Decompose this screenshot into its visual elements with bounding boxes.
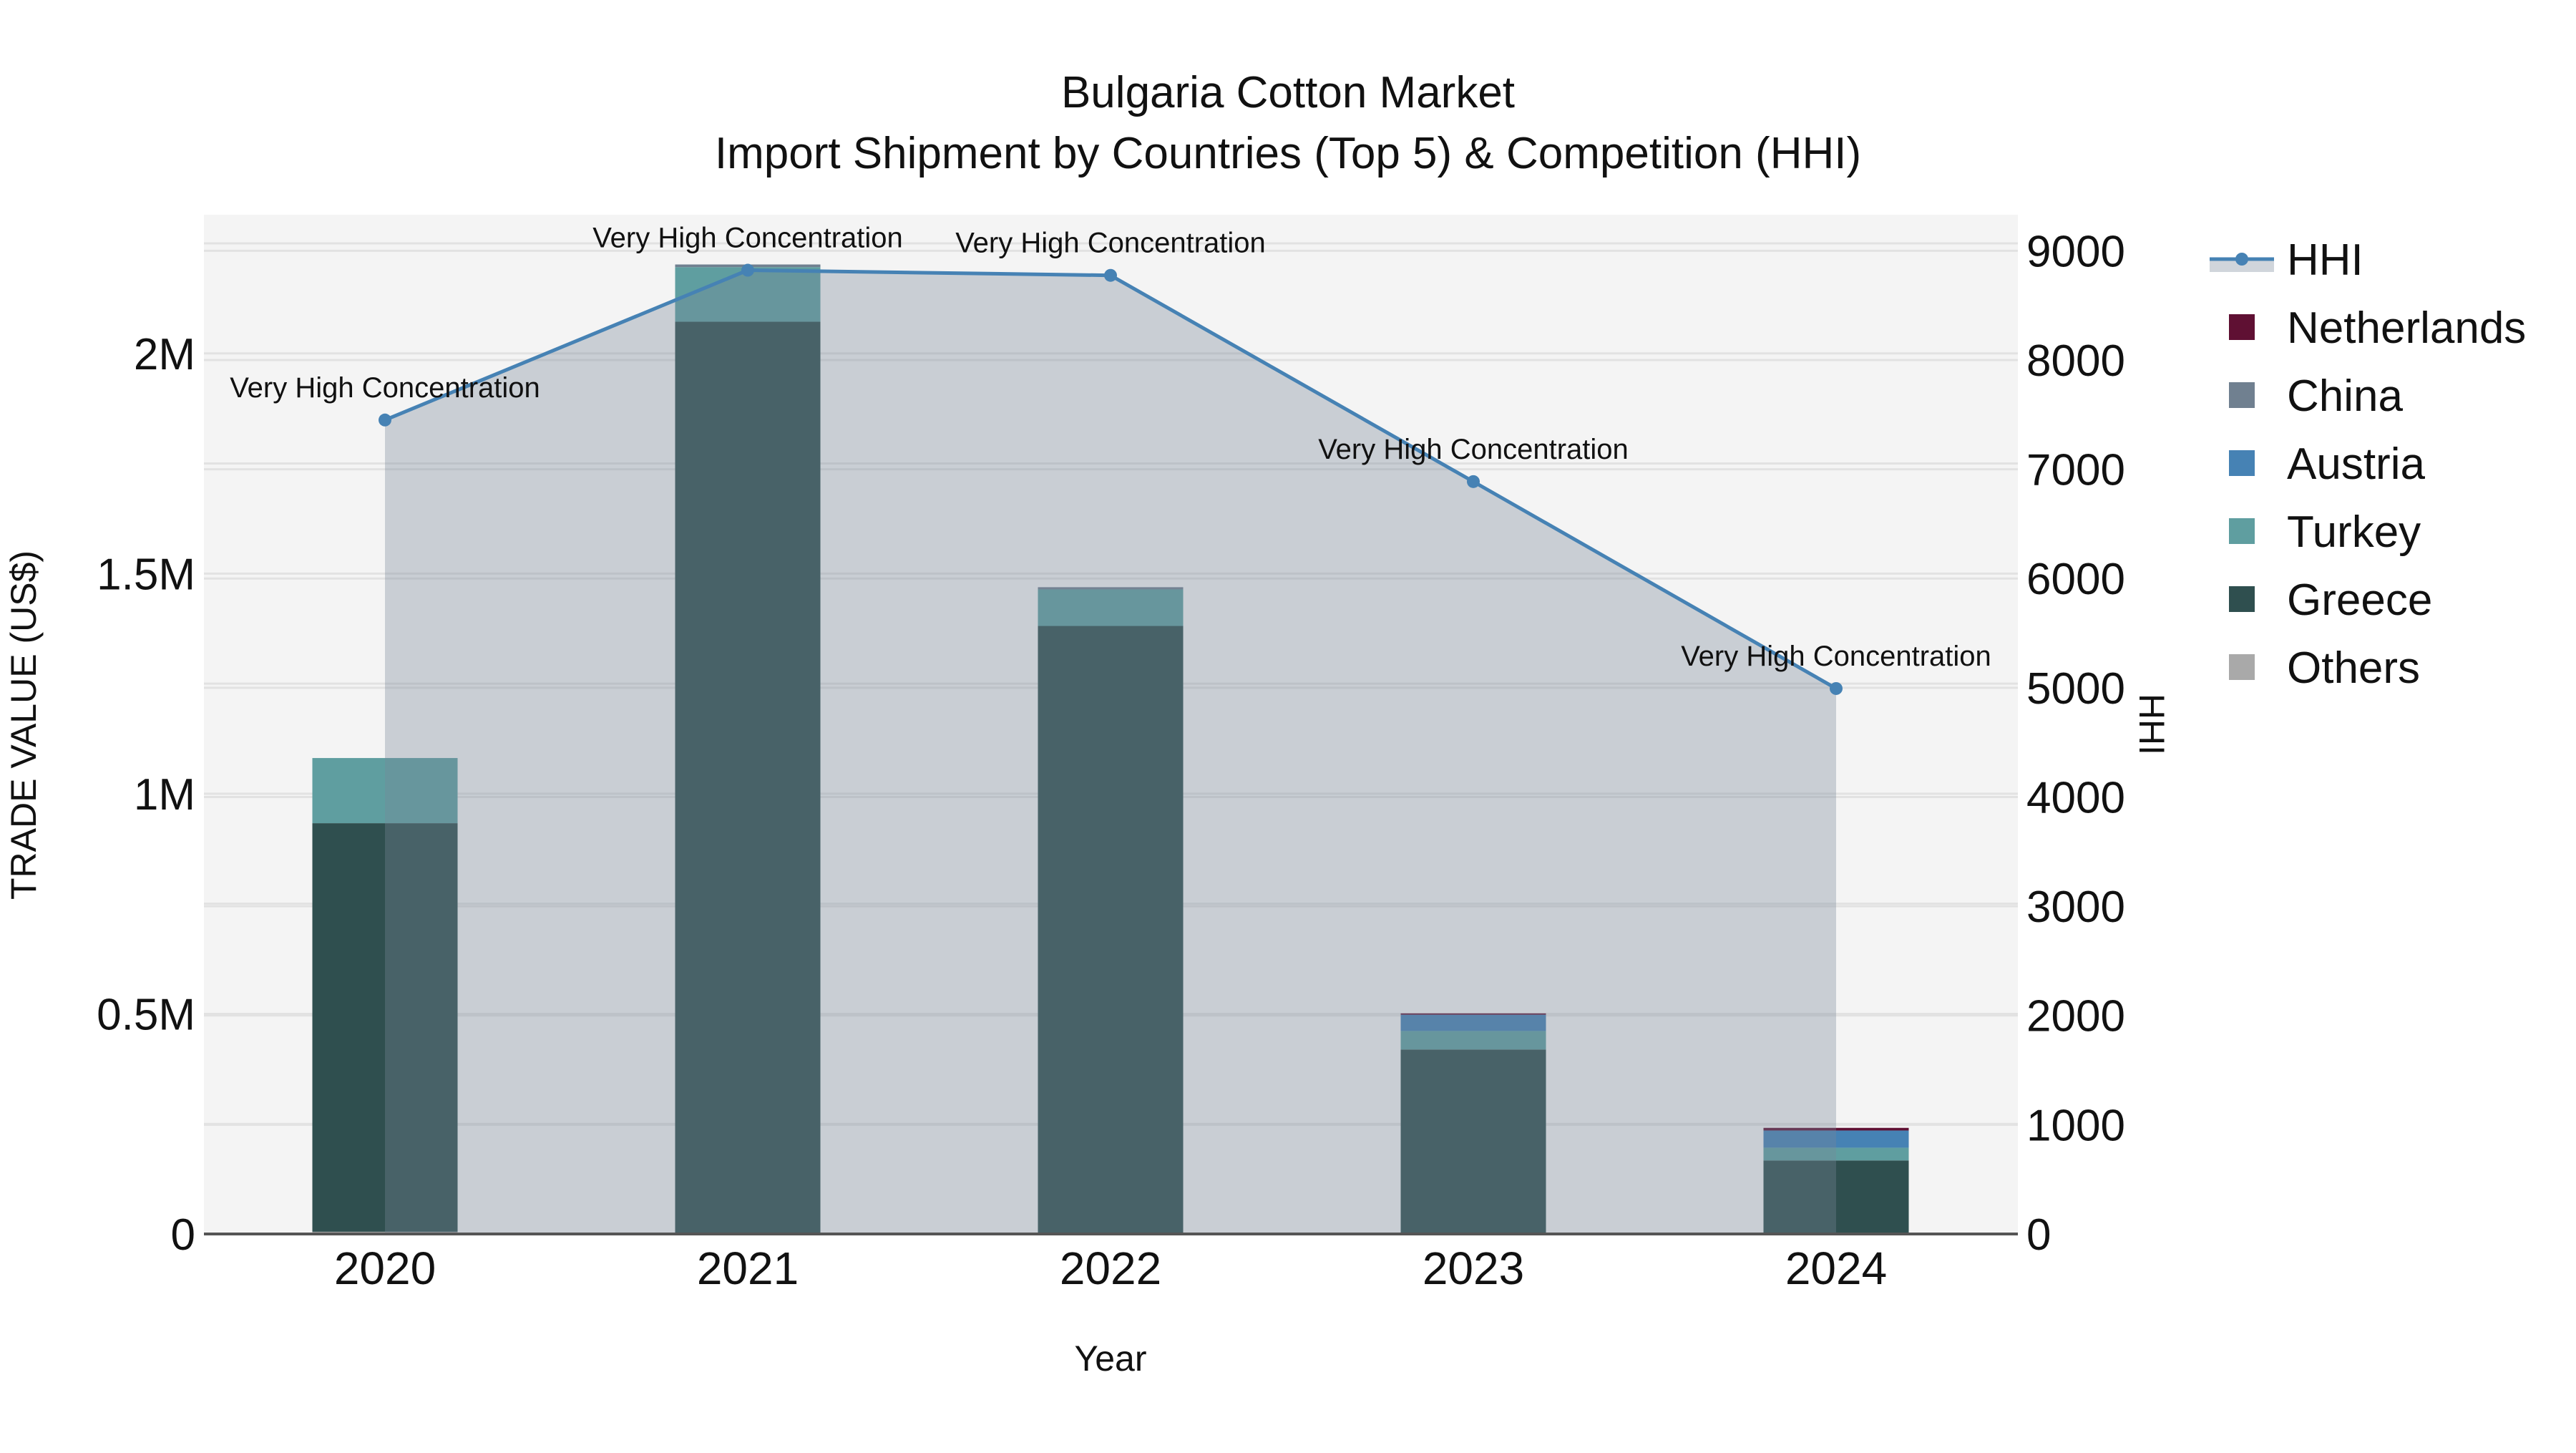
bar-stack-2021	[675, 264, 821, 1234]
legend-label: Austria	[2287, 439, 2425, 489]
bar-segment-china	[1038, 587, 1184, 590]
color-swatch-icon	[2229, 382, 2255, 408]
y2-axis-title: HHI	[2132, 694, 2172, 755]
y2-tick-label: 7000	[2026, 446, 2125, 495]
color-swatch-icon	[2229, 314, 2255, 340]
legend-label: China	[2287, 371, 2404, 421]
y2-tick-label: 0	[2026, 1210, 2051, 1260]
hhi-annotation: Very High Concentration	[1681, 641, 1991, 672]
y-tick-label: 0	[171, 1210, 195, 1260]
y2-tick-label: 1000	[2026, 1101, 2125, 1150]
y-tick-label: 1.5M	[97, 550, 195, 599]
bar-segment-greece	[1763, 1160, 1909, 1234]
y-tick-label: 2M	[134, 330, 195, 379]
bar-stack-2023	[1400, 1013, 1546, 1234]
y-tick-label: 0.5M	[97, 990, 195, 1039]
legend-label: Greece	[2287, 575, 2432, 625]
y2-tick-label: 9000	[2026, 227, 2125, 276]
bar-segment-netherlands	[1763, 1127, 1909, 1131]
bar-segment-greece	[1400, 1049, 1546, 1234]
legend-item-greece[interactable]: Greece	[2229, 575, 2432, 625]
bar-segment-austria	[1763, 1130, 1909, 1148]
legend-label: Others	[2287, 643, 2420, 693]
bar-segment-netherlands	[1400, 1013, 1546, 1015]
hhi-marker-2020	[379, 413, 391, 427]
hhi-annotation: Very High Concentration	[230, 372, 540, 404]
color-swatch-icon	[2229, 450, 2255, 476]
color-swatch-icon	[2229, 586, 2255, 612]
legend-item-hhi[interactable]: HHI	[2210, 235, 2363, 285]
hhi-marker-2022	[1104, 268, 1117, 282]
hhi-marker-2024	[1830, 681, 1843, 695]
legend-item-china[interactable]: China	[2229, 371, 2404, 421]
color-swatch-icon	[2229, 654, 2255, 680]
y-tick-label: 1M	[134, 770, 195, 820]
x-tick-label: 2020	[334, 1243, 436, 1294]
color-swatch-icon	[2229, 518, 2255, 544]
hhi-annotations: Very High Concentration Very High Concent…	[230, 223, 1991, 672]
y2-tick-label: 8000	[2026, 336, 2125, 386]
bar-segment-greece	[1038, 626, 1184, 1233]
bar-segment-turkey	[1763, 1147, 1909, 1161]
axes: 0 0.5M 1M 1.5M 2M 0 1000 2000 3000 4000 5000 6000 70…	[97, 227, 2125, 1294]
x-tick-label: 2023	[1423, 1243, 1524, 1294]
chart-subtitle: Import Shipment by Countries (Top 5) & C…	[715, 129, 1861, 178]
bar-segment-greece	[675, 321, 821, 1233]
bar-stack-2024	[1763, 1127, 1909, 1234]
legend-item-austria[interactable]: Austria	[2229, 439, 2425, 489]
x-tick-label: 2021	[697, 1243, 799, 1294]
bar-segment-turkey	[1038, 589, 1184, 626]
legend: HHI Netherlands China Austria Turkey Greece Ot…	[2210, 235, 2526, 693]
legend-label: HHI	[2287, 235, 2363, 285]
legend-item-others[interactable]: Others	[2229, 643, 2420, 693]
y2-tick-label: 2000	[2026, 992, 2125, 1041]
bar-segment-austria	[1400, 1014, 1546, 1031]
legend-label: Netherlands	[2287, 303, 2526, 353]
x-axis-title: Year	[1074, 1338, 1146, 1379]
bar-segment-turkey	[1400, 1031, 1546, 1050]
bar-stack-2022	[1038, 587, 1184, 1234]
hhi-marker-2021	[741, 263, 754, 277]
hhi-series	[379, 263, 1843, 1235]
x-tick-label: 2022	[1060, 1243, 1161, 1294]
legend-item-netherlands[interactable]: Netherlands	[2229, 303, 2526, 353]
marker-swatch-icon	[2235, 253, 2248, 266]
chart-title: Bulgaria Cotton Market	[1061, 68, 1515, 117]
legend-item-turkey[interactable]: Turkey	[2229, 507, 2421, 557]
hhi-annotation: Very High Concentration	[955, 228, 1266, 259]
y2-tick-label: 4000	[2026, 773, 2125, 822]
bar-stack-2020	[312, 758, 458, 1234]
bar-segment-greece	[312, 823, 458, 1232]
y2-tick-label: 6000	[2026, 555, 2125, 604]
hhi-marker-2023	[1467, 475, 1480, 488]
hhi-annotation: Very High Concentration	[592, 223, 903, 254]
bar-segment-turkey	[312, 758, 458, 824]
hhi-area	[385, 270, 1836, 1235]
stacked-bars	[312, 264, 1909, 1234]
y2-tick-label: 5000	[2026, 664, 2125, 714]
y2-tick-label: 3000	[2026, 883, 2125, 932]
hhi-annotation: Very High Concentration	[1318, 434, 1629, 465]
x-tick-label: 2024	[1785, 1243, 1887, 1294]
legend-label: Turkey	[2287, 507, 2421, 557]
y-axis-title: TRADE VALUE (US$)	[4, 550, 44, 900]
